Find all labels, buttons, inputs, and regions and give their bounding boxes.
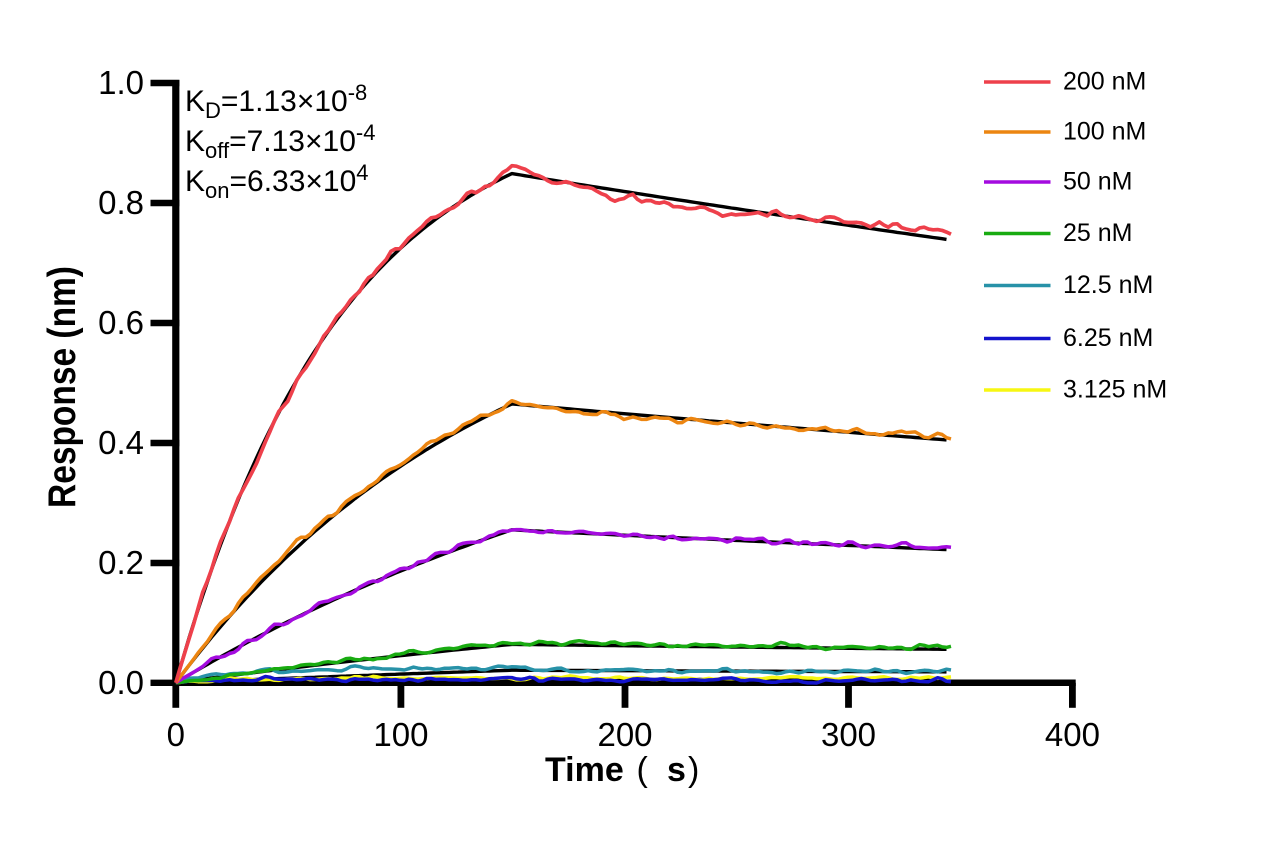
svg-text:12.5 nM: 12.5 nM (1063, 271, 1153, 299)
svg-text:0.0: 0.0 (98, 664, 144, 701)
svg-text:100: 100 (373, 716, 428, 753)
svg-text:0.8: 0.8 (98, 184, 144, 221)
svg-text:1.0: 1.0 (98, 64, 144, 101)
svg-text:400: 400 (1045, 716, 1100, 753)
svg-text:Response (nm): Response (nm) (40, 266, 84, 508)
svg-text:0: 0 (167, 716, 185, 753)
svg-text:6.25 nM: 6.25 nM (1063, 324, 1153, 352)
svg-text:200 nM: 200 nM (1063, 68, 1146, 96)
svg-text:0.6: 0.6 (98, 304, 144, 341)
svg-text:50 nM: 50 nM (1063, 168, 1132, 196)
svg-text:200: 200 (597, 716, 652, 753)
svg-text:Time(s): Time(s) (545, 751, 699, 789)
svg-text:300: 300 (821, 716, 876, 753)
svg-text:0.2: 0.2 (98, 544, 144, 581)
svg-text:Kon=6.33×104: Kon=6.33×104 (185, 160, 369, 203)
svg-text:3.125 nM: 3.125 nM (1063, 376, 1167, 404)
svg-text:0.4: 0.4 (98, 424, 144, 461)
svg-text:25 nM: 25 nM (1063, 219, 1132, 247)
svg-text:100 nM: 100 nM (1063, 118, 1146, 146)
svg-text:Koff=7.13×10-4: Koff=7.13×10-4 (185, 120, 375, 163)
